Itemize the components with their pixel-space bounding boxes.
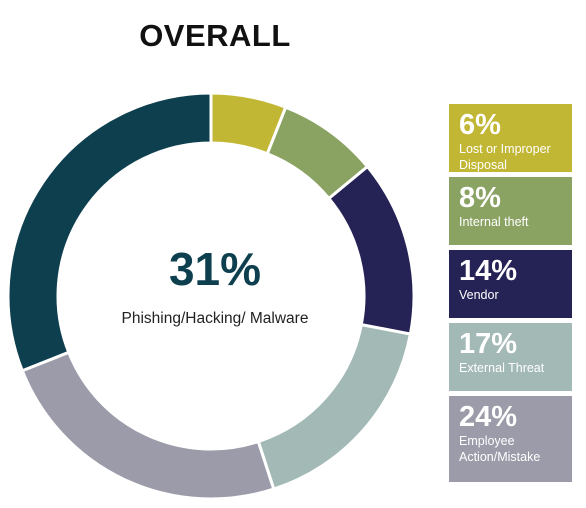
legend: 6% Lost or Improper Disposal 8% Internal…: [449, 104, 572, 487]
legend-value: 14%: [459, 255, 518, 287]
center-label: Phishing/Hacking/ Malware: [121, 310, 309, 327]
donut-slice-4: [20, 350, 276, 501]
legend-value: 8%: [459, 182, 501, 214]
legend-label: Internal theft: [459, 215, 529, 229]
legend-label: Lost or Improper Disposal: [459, 142, 551, 172]
donut-slice-2: [326, 164, 416, 336]
legend-item-lost-disposal: 6% Lost or Improper Disposal: [449, 104, 572, 172]
donut-slice-3: [256, 322, 413, 491]
legend-label: External Threat: [459, 361, 545, 375]
legend-value: 24%: [459, 401, 518, 433]
center-value: 31%: [168, 243, 262, 295]
legend-item-employee-mistake: 24% Employee Action/Mistake: [449, 396, 572, 482]
donut-slice-5: [6, 91, 213, 373]
chart-title: OVERALL: [139, 18, 291, 53]
legend-item-internal-theft: 8% Internal theft: [449, 177, 572, 245]
legend-item-external-threat: 17% External Threat: [449, 323, 572, 391]
legend-label: Employee Action/Mistake: [459, 434, 541, 464]
legend-value: 6%: [459, 109, 501, 141]
legend-value: 17%: [459, 328, 518, 360]
legend-item-vendor: 14% Vendor: [449, 250, 572, 318]
legend-label: Vendor: [459, 288, 499, 302]
